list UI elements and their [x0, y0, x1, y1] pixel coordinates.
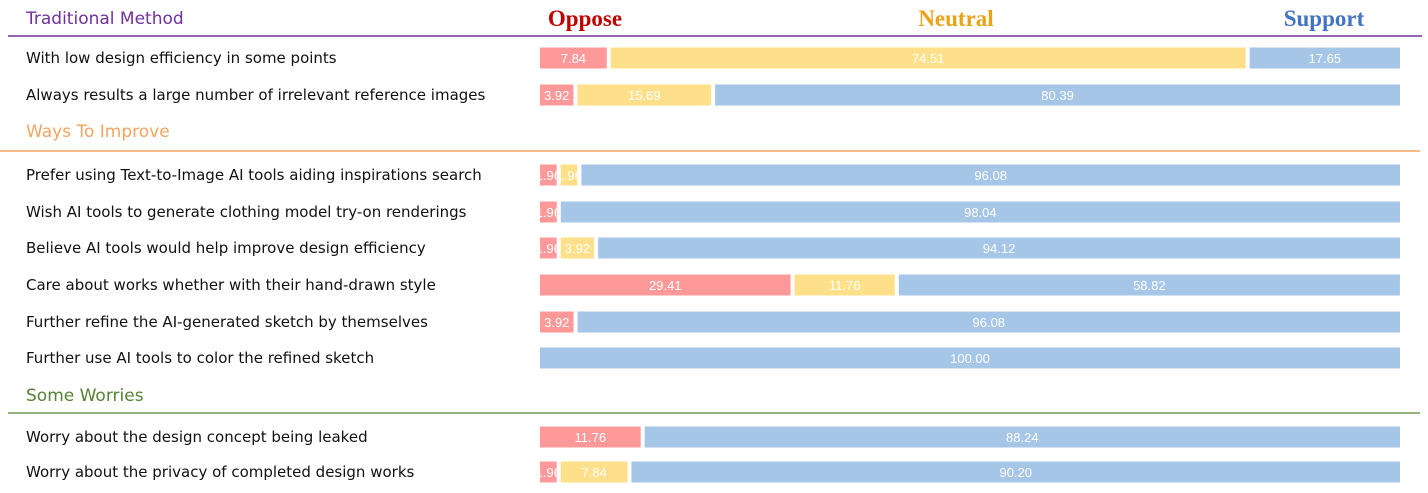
- bar-segment-oppose: [540, 237, 557, 259]
- bar-value-label: 98.04: [964, 205, 997, 220]
- bar-value-label: 3.92: [544, 88, 569, 103]
- bar-segment-oppose: [540, 47, 607, 69]
- bar-value-label: 96.08: [973, 315, 1006, 330]
- bar-value-label: 96.08: [974, 168, 1007, 183]
- bar-segment-neutral: [560, 237, 595, 259]
- column-header-support: Support: [1284, 6, 1365, 31]
- bar-value-label: 1.96: [536, 241, 561, 256]
- bar-segment-support: [581, 164, 1400, 186]
- row-label: Worry about the privacy of completed des…: [26, 463, 415, 481]
- row-label: Prefer using Text-to-Image AI tools aidi…: [26, 166, 482, 184]
- bar-segment-support: [560, 201, 1400, 223]
- bar-value-label: 11.76: [829, 278, 861, 293]
- bar-value-label: 15.69: [628, 88, 661, 103]
- bar-value-label: 17.65: [1309, 51, 1342, 66]
- bar-segment-neutral: [610, 47, 1246, 69]
- section-title: Ways To Improve: [26, 122, 170, 142]
- column-header-neutral: Neutral: [918, 6, 993, 31]
- row-label: Further use AI tools to color the refine…: [26, 349, 374, 367]
- bar-value-label: 74.51: [912, 51, 945, 66]
- bar-value-label: 58.82: [1133, 278, 1166, 293]
- bar-segment-neutral: [577, 84, 712, 106]
- row-label: Further refine the AI-generated sketch b…: [26, 313, 428, 331]
- bar-segment-oppose: [540, 274, 791, 296]
- bar-segment-oppose: [540, 461, 557, 483]
- bar-segment-oppose: [540, 164, 557, 186]
- bar-segment-oppose: [540, 201, 557, 223]
- bar-segment-neutral: [794, 274, 895, 296]
- row-label: Always results a large number of irrelev…: [26, 86, 486, 104]
- bar-segment-neutral: [560, 461, 628, 483]
- bar-segment-oppose: [540, 84, 574, 106]
- bar-value-label: 1.96: [556, 168, 581, 183]
- bar-value-label: 7.84: [561, 51, 586, 66]
- bar-value-label: 1.96: [536, 465, 561, 480]
- bar-segment-support: [598, 237, 1400, 259]
- bar-value-label: 7.84: [581, 465, 606, 480]
- bar-segment-oppose: [540, 311, 574, 333]
- bar-value-label: 3.92: [565, 241, 590, 256]
- bar-segment-support: [1249, 47, 1400, 69]
- bar-segment-oppose: [540, 426, 641, 448]
- bar-segment-support: [631, 461, 1400, 483]
- section-title: Some Worries: [26, 386, 144, 406]
- bar-segment-support: [644, 426, 1400, 448]
- row-label: Wish AI tools to generate clothing model…: [26, 203, 467, 221]
- bar-value-label: 80.39: [1041, 88, 1074, 103]
- bar-value-label: 1.96: [536, 168, 561, 183]
- row-label: With low design efficiency in some point…: [26, 49, 337, 67]
- bar-value-label: 90.20: [999, 465, 1032, 480]
- row-label: Believe AI tools would help improve desi…: [26, 239, 426, 257]
- bar-value-label: 11.76: [575, 430, 607, 445]
- bar-value-label: 1.96: [536, 205, 561, 220]
- bar-value-label: 88.24: [1006, 430, 1039, 445]
- row-label: Worry about the design concept being lea…: [26, 428, 368, 446]
- bar-value-label: 94.12: [983, 241, 1016, 256]
- column-header-oppose: Oppose: [548, 6, 622, 31]
- bar-segment-support: [898, 274, 1400, 296]
- bar-segment-support: [577, 311, 1400, 333]
- bar-value-label: 3.92: [544, 315, 569, 330]
- bar-segment-support: [540, 347, 1400, 369]
- section-title: Traditional Method: [25, 9, 184, 29]
- bar-segment-support: [715, 84, 1400, 106]
- bar-value-label: 29.41: [649, 278, 682, 293]
- row-label: Care about works whether with their hand…: [26, 276, 436, 294]
- bar-segment-neutral: [560, 164, 578, 186]
- bar-value-label: 100.00: [950, 351, 990, 366]
